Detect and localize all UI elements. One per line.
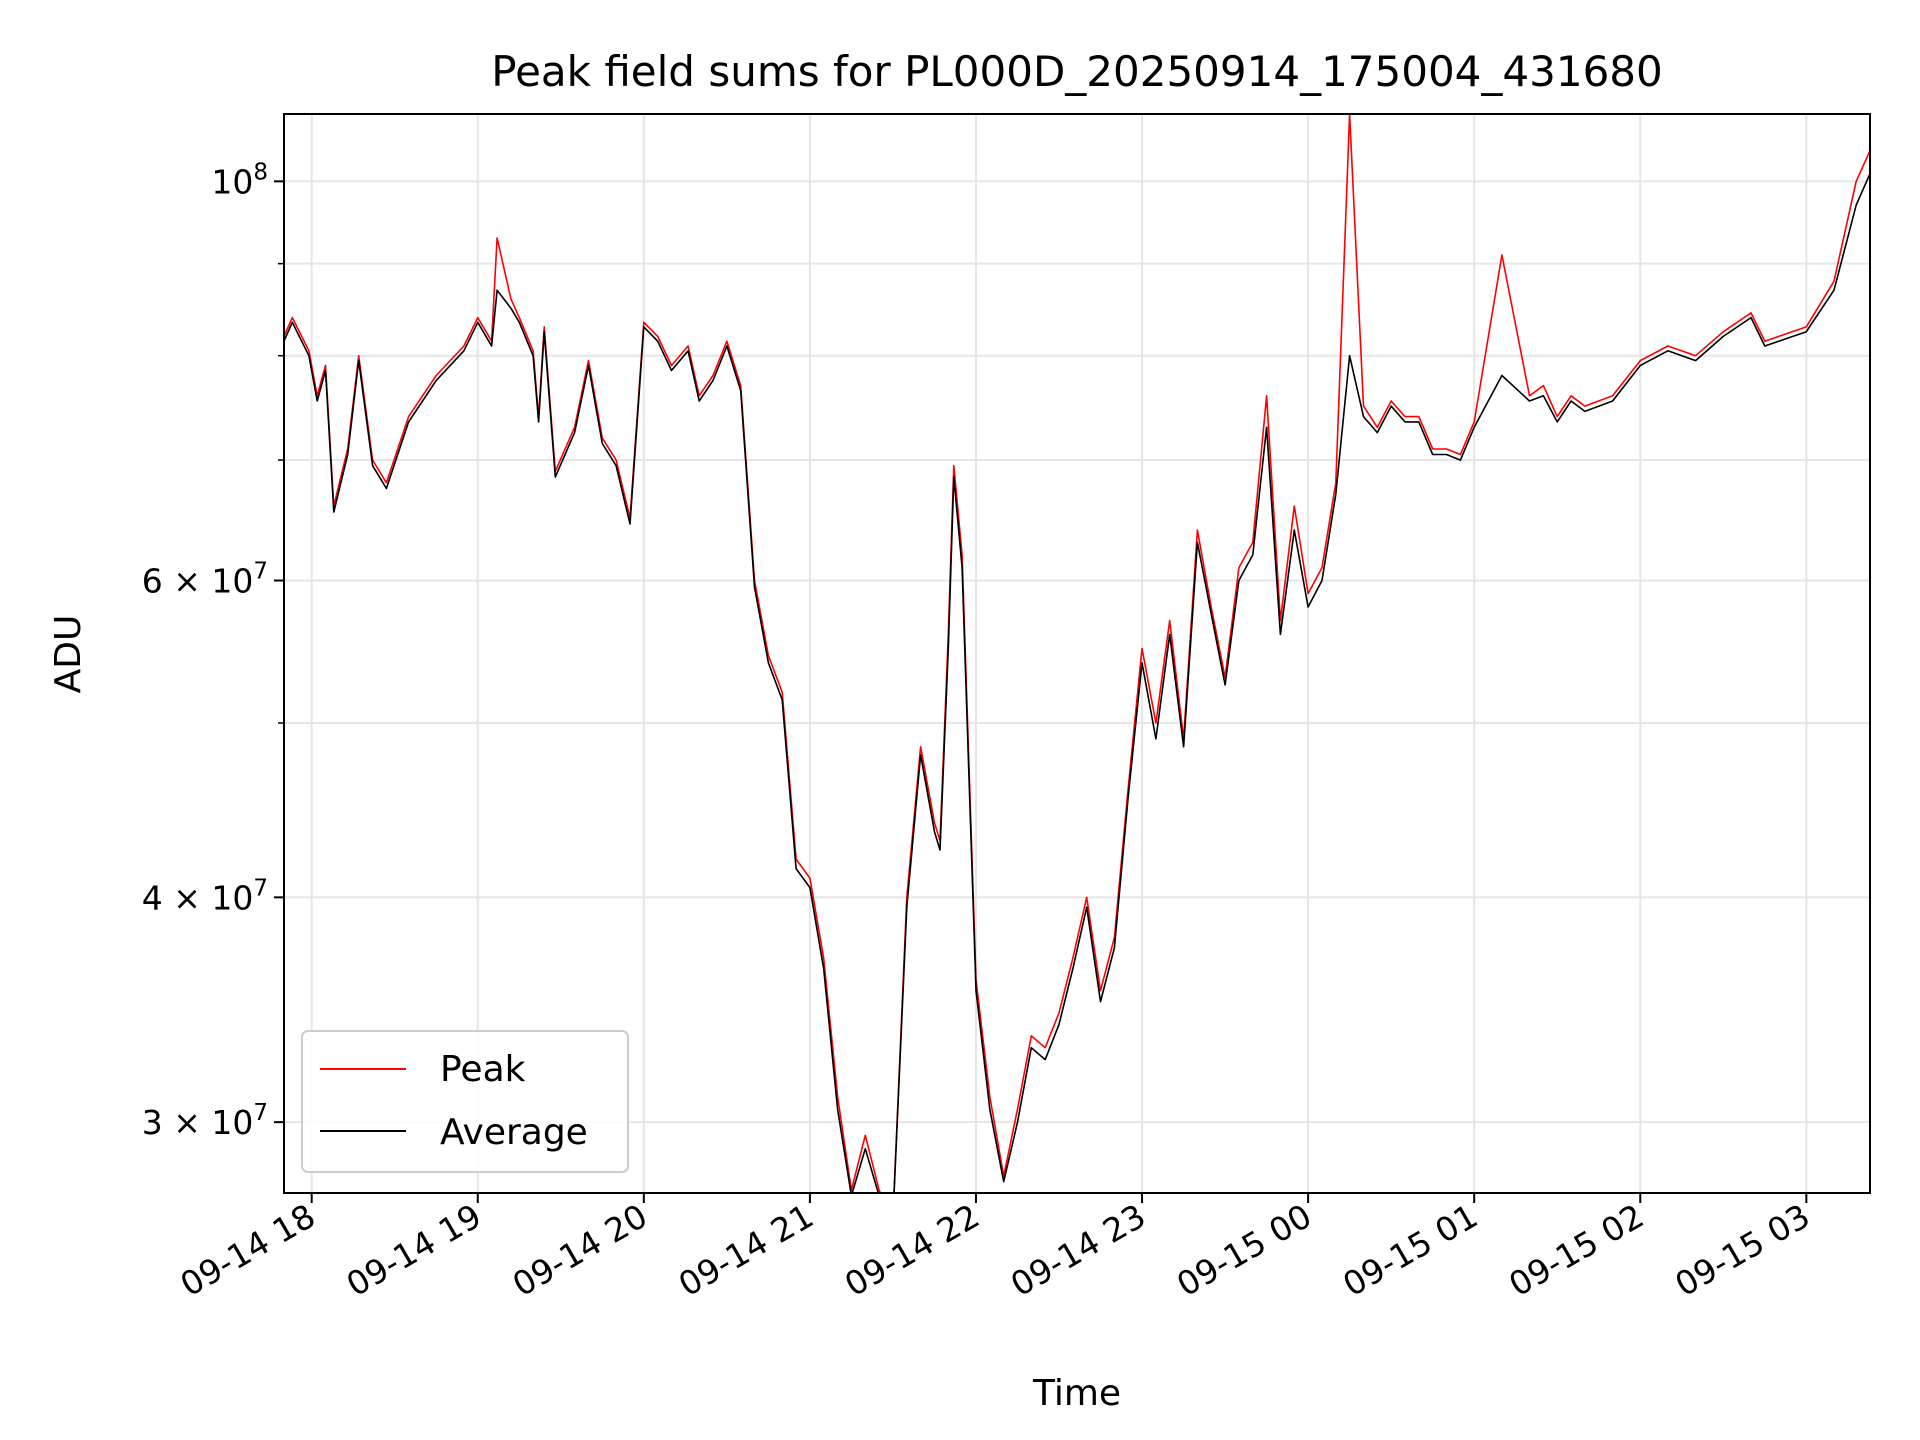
plot-frame bbox=[283, 113, 1871, 1194]
legend-box bbox=[301, 1030, 629, 1173]
series-line-peak bbox=[284, 114, 1870, 1193]
y-tick-label: 6 × 107 bbox=[142, 559, 268, 601]
grid bbox=[284, 114, 1870, 1193]
legend-label-average: Average bbox=[440, 1112, 588, 1153]
y-tick-label: 3 × 107 bbox=[142, 1100, 268, 1142]
series-line-average bbox=[284, 173, 1870, 1193]
legend: Peak Average bbox=[301, 1030, 629, 1173]
y-axis-label: ADU bbox=[48, 615, 89, 694]
y-tick-label: 108 bbox=[211, 159, 268, 201]
y-axis: 108 6 × 107 4 × 107 3 × 107 bbox=[142, 159, 284, 1142]
y-tick-label: 4 × 107 bbox=[142, 875, 268, 917]
chart-title: Peak field sums for PL000D_20250914_1750… bbox=[491, 47, 1662, 96]
plot-area bbox=[284, 114, 1870, 1193]
x-axis-label: Time bbox=[1032, 1373, 1121, 1414]
legend-label-peak: Peak bbox=[440, 1049, 526, 1090]
